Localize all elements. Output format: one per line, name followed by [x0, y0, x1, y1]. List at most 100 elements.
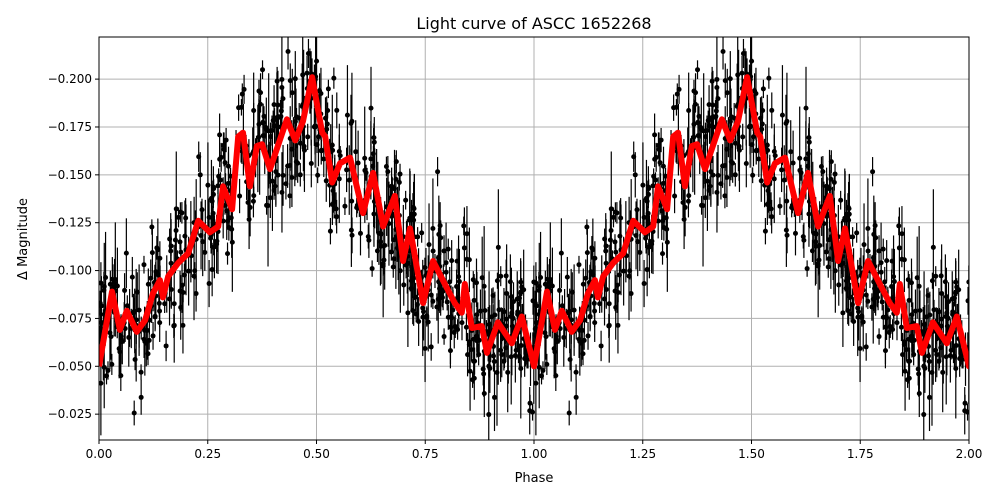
data-point: [467, 368, 473, 374]
data-point: [378, 231, 384, 237]
data-point: [658, 137, 664, 143]
data-point: [471, 336, 477, 342]
y-tick-label: −0.050: [48, 359, 92, 373]
data-point: [613, 304, 619, 310]
data-point: [766, 75, 772, 81]
data-point: [583, 275, 589, 281]
data-point: [680, 200, 686, 206]
data-point: [850, 234, 856, 240]
data-point: [702, 195, 708, 201]
data-point: [818, 163, 824, 169]
data-point: [490, 293, 496, 299]
data-point: [714, 85, 720, 91]
data-point: [610, 214, 616, 220]
data-point: [317, 88, 323, 94]
data-point: [287, 78, 293, 84]
data-point: [652, 177, 658, 183]
data-point: [553, 373, 559, 379]
data-point: [278, 114, 284, 120]
data-point: [267, 195, 273, 201]
data-point: [777, 203, 783, 209]
data-point: [861, 242, 867, 248]
data-point: [539, 373, 545, 379]
data-point: [640, 182, 646, 188]
data-point: [865, 225, 871, 231]
data-point: [491, 359, 497, 365]
data-point: [214, 238, 220, 244]
data-point: [880, 246, 886, 252]
data-point: [211, 221, 217, 227]
data-point: [223, 137, 229, 143]
data-point: [798, 170, 804, 176]
data-point: [943, 314, 949, 320]
data-point: [152, 314, 158, 320]
data-point: [552, 349, 558, 355]
data-point: [929, 278, 935, 284]
data-point: [914, 275, 920, 281]
data-point: [454, 283, 460, 289]
data-point: [743, 161, 749, 167]
data-point: [832, 171, 838, 177]
data-point: [606, 301, 612, 307]
data-point: [865, 248, 871, 254]
data-point: [938, 316, 944, 322]
data-point: [371, 211, 377, 217]
data-point: [921, 363, 927, 369]
data-point: [123, 250, 129, 256]
data-point: [403, 197, 409, 203]
data-point: [508, 354, 514, 360]
data-point: [456, 274, 462, 280]
data-point: [422, 345, 428, 351]
data-point: [707, 183, 713, 189]
data-point: [621, 268, 627, 274]
data-point: [491, 394, 497, 400]
data-point: [573, 394, 579, 400]
data-point: [287, 193, 293, 199]
data-point: [857, 345, 863, 351]
data-point: [906, 297, 912, 303]
data-point: [644, 267, 650, 273]
data-point: [237, 193, 243, 199]
data-point: [781, 177, 787, 183]
data-point: [929, 369, 935, 375]
x-tick-label: 1.50: [738, 447, 765, 461]
data-point: [280, 172, 286, 178]
data-point: [724, 90, 730, 96]
data-point: [890, 326, 896, 332]
data-point: [494, 278, 500, 284]
data-point: [238, 104, 244, 110]
data-point: [906, 336, 912, 342]
data-point: [199, 207, 205, 213]
data-point: [557, 287, 563, 293]
data-point: [334, 107, 340, 113]
data-point: [470, 277, 476, 283]
data-point: [865, 298, 871, 304]
data-point: [499, 352, 505, 358]
data-point: [353, 149, 359, 155]
data-point: [966, 279, 969, 285]
data-point: [171, 323, 177, 329]
data-point: [916, 371, 922, 377]
data-point: [334, 214, 340, 220]
data-point: [576, 262, 582, 268]
data-point: [215, 183, 221, 189]
x-axis-label: Phase: [515, 471, 554, 486]
data-point: [496, 307, 502, 313]
data-point: [547, 276, 553, 282]
data-point: [672, 193, 678, 199]
data-point: [652, 156, 658, 162]
data-point: [437, 223, 443, 229]
data-point: [196, 154, 202, 160]
data-point: [180, 322, 186, 328]
data-point: [907, 358, 913, 364]
data-point: [260, 119, 266, 125]
data-point: [186, 268, 192, 274]
data-point: [426, 242, 432, 248]
y-tick-label: −0.075: [48, 311, 92, 325]
data-point: [634, 207, 640, 213]
data-point: [580, 281, 586, 287]
data-point: [108, 334, 114, 340]
data-point: [739, 70, 745, 76]
data-point: [848, 294, 854, 300]
data-point: [346, 177, 352, 183]
